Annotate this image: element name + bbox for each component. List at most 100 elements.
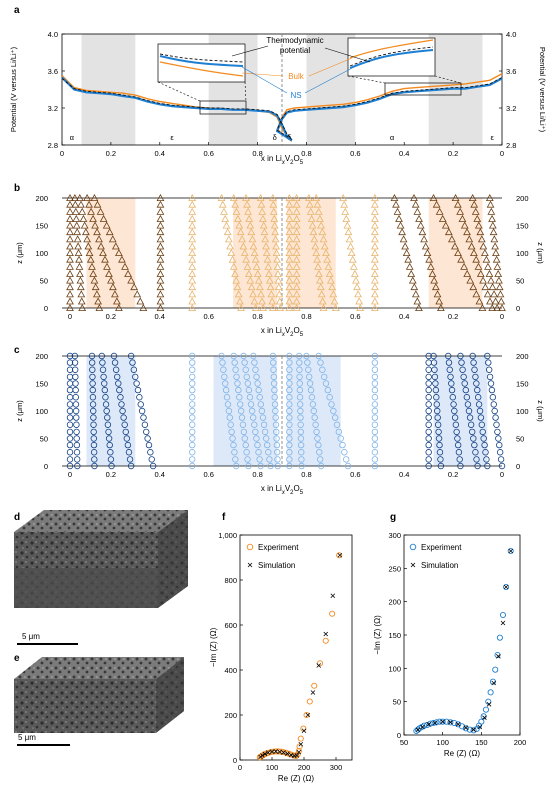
simulation-point bbox=[455, 722, 461, 727]
triangle-marker bbox=[111, 242, 120, 250]
simulation-point bbox=[496, 654, 501, 659]
circle-marker bbox=[498, 462, 506, 470]
circle-marker bbox=[189, 359, 196, 366]
circle-marker bbox=[469, 428, 476, 436]
circle-marker bbox=[371, 359, 379, 366]
circle-marker bbox=[189, 441, 196, 449]
circle-marker bbox=[425, 380, 432, 387]
circle-marker bbox=[104, 414, 111, 421]
circle-marker bbox=[493, 421, 500, 428]
triangle-marker bbox=[292, 262, 301, 270]
circle-marker bbox=[274, 462, 281, 470]
circle-marker bbox=[66, 401, 74, 408]
triangle-marker bbox=[269, 200, 278, 208]
circle-marker bbox=[126, 456, 134, 463]
triangle-marker bbox=[492, 255, 501, 263]
circle-marker bbox=[436, 449, 444, 456]
triangle-marker bbox=[223, 228, 232, 236]
triangle-marker bbox=[218, 200, 227, 208]
triangle-marker bbox=[473, 214, 482, 222]
circle-marker bbox=[239, 421, 247, 428]
triangle-marker bbox=[475, 297, 484, 305]
triangle-marker bbox=[325, 269, 334, 277]
triangle-marker bbox=[78, 303, 87, 311]
triangle-marker bbox=[156, 193, 165, 201]
ytick-label-right: 150 bbox=[516, 380, 529, 389]
phase-label: ε bbox=[170, 133, 174, 142]
circle-marker bbox=[248, 407, 256, 415]
circle-marker bbox=[240, 352, 247, 360]
triangle-marker bbox=[221, 214, 230, 222]
ytick-label-right: 100 bbox=[516, 407, 529, 416]
triangle-marker bbox=[285, 255, 294, 263]
triangle-marker bbox=[470, 200, 479, 208]
circle-marker bbox=[89, 380, 96, 387]
yaxis-label: −Im (Z) (Ω) bbox=[373, 615, 382, 655]
triangle-marker bbox=[305, 200, 314, 208]
circle-marker bbox=[474, 386, 481, 394]
experiment-point bbox=[316, 660, 324, 667]
scale-label-e: 5 μm bbox=[18, 733, 36, 742]
annotation-arrow bbox=[308, 57, 353, 77]
triangle-marker bbox=[487, 207, 496, 215]
xtick-label: 0.6 bbox=[350, 470, 360, 479]
triangle-marker bbox=[156, 242, 165, 250]
triangle-marker bbox=[456, 207, 465, 215]
circle-marker bbox=[466, 414, 474, 421]
circle-marker bbox=[297, 407, 304, 415]
triangle-marker bbox=[66, 283, 74, 291]
circle-marker bbox=[91, 456, 98, 463]
triangle-marker bbox=[89, 269, 98, 277]
xtick-label: 0 bbox=[68, 470, 72, 479]
triangle-marker bbox=[316, 214, 324, 222]
triangle-marker bbox=[66, 221, 74, 229]
triangle-marker bbox=[410, 193, 418, 201]
xtick-label: 100 bbox=[436, 738, 449, 747]
circle-marker bbox=[189, 407, 196, 415]
circle-marker bbox=[435, 435, 443, 442]
triangle-marker bbox=[317, 221, 325, 229]
triangle-marker bbox=[87, 207, 95, 215]
circle-marker bbox=[483, 456, 490, 463]
circle-marker bbox=[256, 456, 263, 463]
triangle-marker bbox=[263, 255, 272, 263]
circle-marker bbox=[445, 352, 452, 360]
circle-marker bbox=[469, 352, 476, 360]
circle-marker bbox=[66, 414, 74, 421]
triangle-marker bbox=[285, 283, 294, 291]
circle-marker bbox=[66, 441, 74, 449]
circle-marker bbox=[66, 462, 74, 470]
circle-marker bbox=[149, 462, 157, 470]
xlabel-part: x in Li bbox=[261, 326, 282, 335]
circle-marker bbox=[189, 414, 196, 421]
triangle-marker bbox=[313, 200, 322, 208]
triangle-marker bbox=[309, 228, 318, 236]
phase-label: α bbox=[390, 133, 395, 142]
simulation-point bbox=[288, 752, 294, 758]
xtick-label: 0.4 bbox=[399, 470, 409, 479]
triangle-marker bbox=[492, 248, 500, 256]
triangle-marker bbox=[292, 242, 301, 250]
triangle-marker bbox=[404, 255, 413, 263]
circle-marker bbox=[286, 401, 293, 408]
circle-marker bbox=[479, 428, 486, 436]
triangle-marker bbox=[292, 221, 301, 229]
triangle-marker bbox=[471, 207, 480, 215]
circle-marker bbox=[425, 359, 432, 366]
simulation-point bbox=[337, 552, 343, 558]
triangle-marker bbox=[247, 283, 256, 291]
phase-label: δ bbox=[273, 133, 277, 142]
circle-marker bbox=[484, 462, 491, 470]
circle-marker bbox=[296, 373, 303, 381]
xlabel-part: V bbox=[285, 326, 291, 335]
triangle-marker bbox=[188, 290, 197, 298]
circle-marker bbox=[224, 401, 232, 408]
circle-marker bbox=[286, 359, 293, 366]
triangle-marker bbox=[115, 303, 123, 311]
circle-marker bbox=[242, 366, 249, 373]
circle-marker bbox=[138, 407, 146, 415]
triangle-marker bbox=[118, 255, 126, 263]
circle-marker bbox=[307, 386, 315, 394]
circle-marker bbox=[473, 456, 480, 463]
simulation-point bbox=[491, 680, 496, 686]
